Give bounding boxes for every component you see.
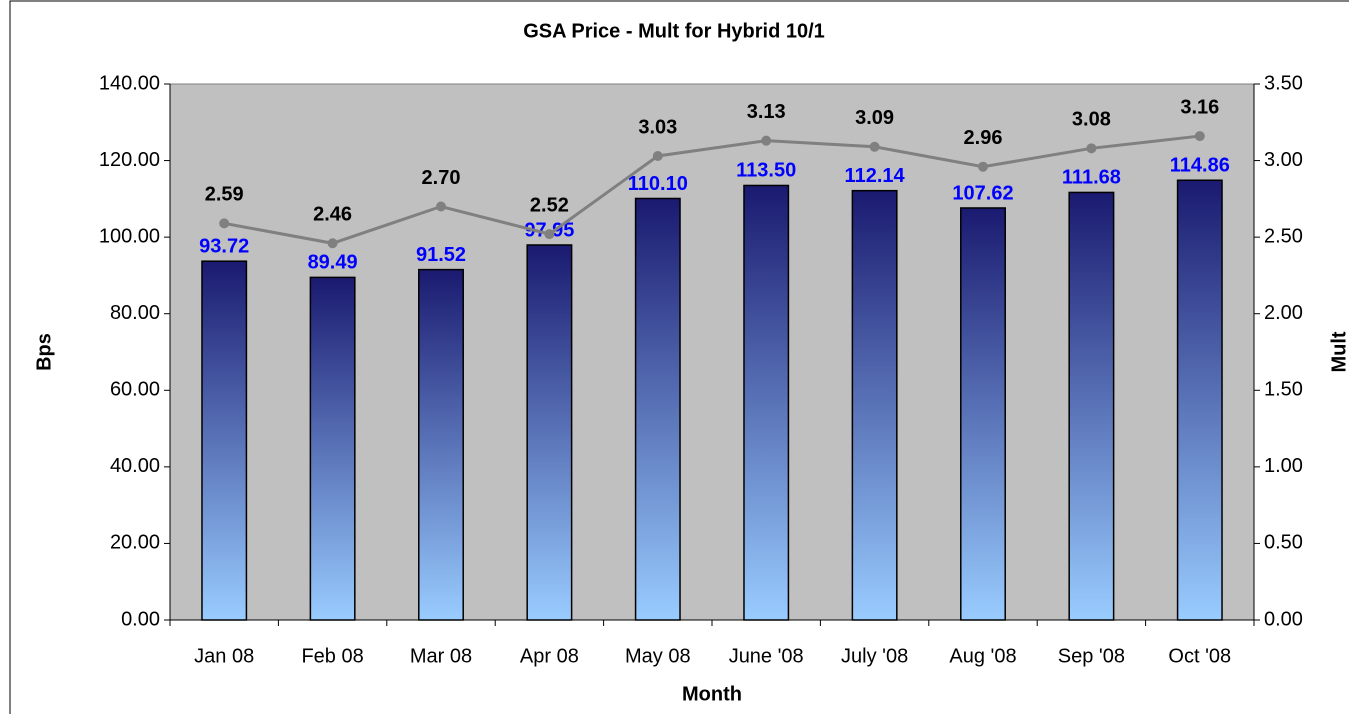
line-value-label: 3.03 [638, 116, 677, 138]
bar-value-label: 93.72 [199, 235, 249, 257]
y2-tick-label: 2.00 [1264, 302, 1303, 324]
y-tick-label: 20.00 [110, 532, 160, 554]
y-tick-label: 100.00 [99, 225, 160, 247]
x-tick-label: Apr 08 [520, 645, 579, 667]
y2-tick-label: 3.00 [1264, 149, 1303, 171]
x-tick-label: July '08 [841, 645, 908, 667]
line-series [223, 134, 1200, 245]
line-value-label: 3.16 [1180, 96, 1219, 118]
line-marker [544, 229, 555, 240]
x-tick-label: June '08 [729, 645, 804, 667]
y-tick-label: 140.00 [99, 72, 160, 94]
x-tick-label: Aug '08 [949, 645, 1016, 667]
bar-value-label: 91.52 [416, 244, 466, 266]
x-tick-label: Oct '08 [1168, 645, 1231, 667]
x-axis-label: Month [682, 683, 742, 705]
x-tick-label: Feb 08 [301, 645, 363, 667]
x-tick-label: Jan 08 [194, 645, 254, 667]
line-value-label: 3.08 [1072, 109, 1111, 131]
line-value-label: 2.46 [313, 204, 352, 226]
y-tick-label: 0.00 [121, 608, 160, 630]
bar-value-label: 112.14 [845, 165, 906, 187]
bar [634, 197, 681, 621]
bar [201, 260, 248, 621]
line-marker [761, 135, 772, 146]
line-marker [219, 218, 230, 229]
bar [526, 244, 573, 621]
line-marker [1086, 143, 1097, 154]
y-tick-label: 60.00 [110, 379, 160, 401]
y2-tick-label: 2.50 [1264, 225, 1303, 247]
bar [309, 276, 356, 621]
line-marker [1194, 131, 1205, 142]
bar-value-label: 89.49 [308, 252, 358, 274]
y2-axis-label: Mult [1328, 331, 1349, 372]
y-tick-label: 80.00 [110, 302, 160, 324]
y2-tick-label: 0.50 [1264, 532, 1303, 554]
bar [960, 207, 1006, 621]
line-value-label: 2.59 [205, 184, 244, 206]
line-marker [869, 141, 880, 152]
bar-value-label: 111.68 [1062, 167, 1121, 189]
line-value-label: 3.09 [855, 107, 894, 129]
bar-value-label: 110.10 [628, 173, 688, 195]
line-value-label: 3.13 [747, 101, 786, 123]
bar-value-label: 107.62 [952, 182, 1013, 204]
bar [418, 268, 464, 621]
y2-tick-label: 0.00 [1264, 608, 1303, 630]
y2-tick-label: 1.00 [1264, 455, 1303, 477]
bar [1176, 179, 1223, 621]
bar [743, 184, 790, 621]
line-marker [436, 201, 446, 212]
line-marker [652, 150, 663, 161]
line-value-label: 2.52 [530, 194, 569, 216]
bar-value-label: 114.86 [1170, 155, 1230, 177]
line-value-label: 2.70 [422, 167, 461, 189]
bar [851, 189, 898, 621]
x-tick-label: Sep '08 [1058, 645, 1125, 667]
x-tick-label: May 08 [625, 645, 691, 667]
line-value-label: 2.96 [964, 127, 1003, 149]
y-axis-label: Bps [33, 333, 55, 371]
bar-value-label: 113.50 [736, 160, 796, 182]
y-tick-label: 40.00 [110, 455, 160, 477]
line-marker [327, 238, 338, 249]
y-tick-label: 120.00 [99, 149, 160, 171]
y2-tick-label: 3.50 [1264, 72, 1303, 94]
x-tick-label: Mar 08 [410, 645, 472, 667]
bar [1068, 191, 1115, 621]
y2-tick-label: 1.50 [1264, 379, 1303, 401]
chart-title: GSA Price - Mult for Hybrid 10/1 [523, 20, 825, 42]
line-marker [978, 161, 988, 172]
